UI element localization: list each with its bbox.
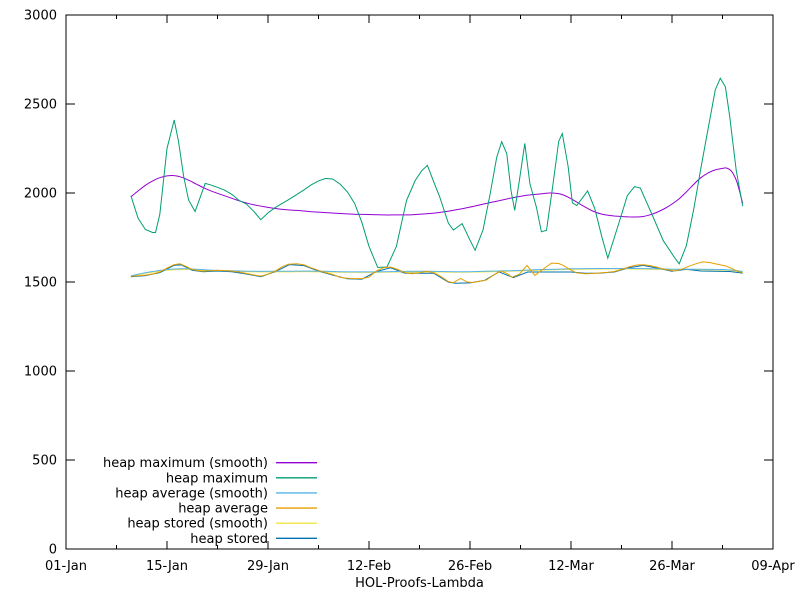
series-line-heap-maximum <box>130 77 744 268</box>
y-tick-label: 1500 <box>24 276 57 291</box>
series-line-heap-maximum-smooth <box>130 167 744 218</box>
legend-label-heap-maximum-smooth: heap maximum (smooth) <box>103 456 268 471</box>
series-line-heap-stored <box>130 264 743 284</box>
legend-label-heap-maximum: heap maximum <box>166 471 268 486</box>
x-tick-label: 26-Feb <box>448 559 492 574</box>
y-tick-label: 1000 <box>24 365 57 380</box>
x-tick-label: 12-Mar <box>548 559 594 574</box>
y-tick-label: 2500 <box>24 98 57 113</box>
legend-label-heap-average: heap average <box>178 502 268 517</box>
x-tick-label: 15-Jan <box>146 559 188 574</box>
legend-label-heap-stored: heap stored <box>190 532 268 547</box>
y-tick-label: 500 <box>32 454 57 469</box>
x-axis-title: HOL-Proofs-Lambda <box>355 576 484 591</box>
series-line-heap-average <box>130 261 743 284</box>
x-tick-label: 29-Jan <box>247 559 289 574</box>
x-tick-label: 01-Jan <box>45 559 87 574</box>
x-tick-label: 09-Apr <box>751 559 795 574</box>
y-tick-label: 0 <box>49 543 57 558</box>
legend-label-heap-stored-smooth: heap stored (smooth) <box>127 517 268 532</box>
x-tick-label: 12-Feb <box>347 559 391 574</box>
y-tick-label: 3000 <box>24 9 57 24</box>
legend-label-heap-average-smooth: heap average (smooth) <box>115 486 268 501</box>
y-tick-label: 2000 <box>24 187 57 202</box>
x-tick-label: 26-Mar <box>649 559 695 574</box>
